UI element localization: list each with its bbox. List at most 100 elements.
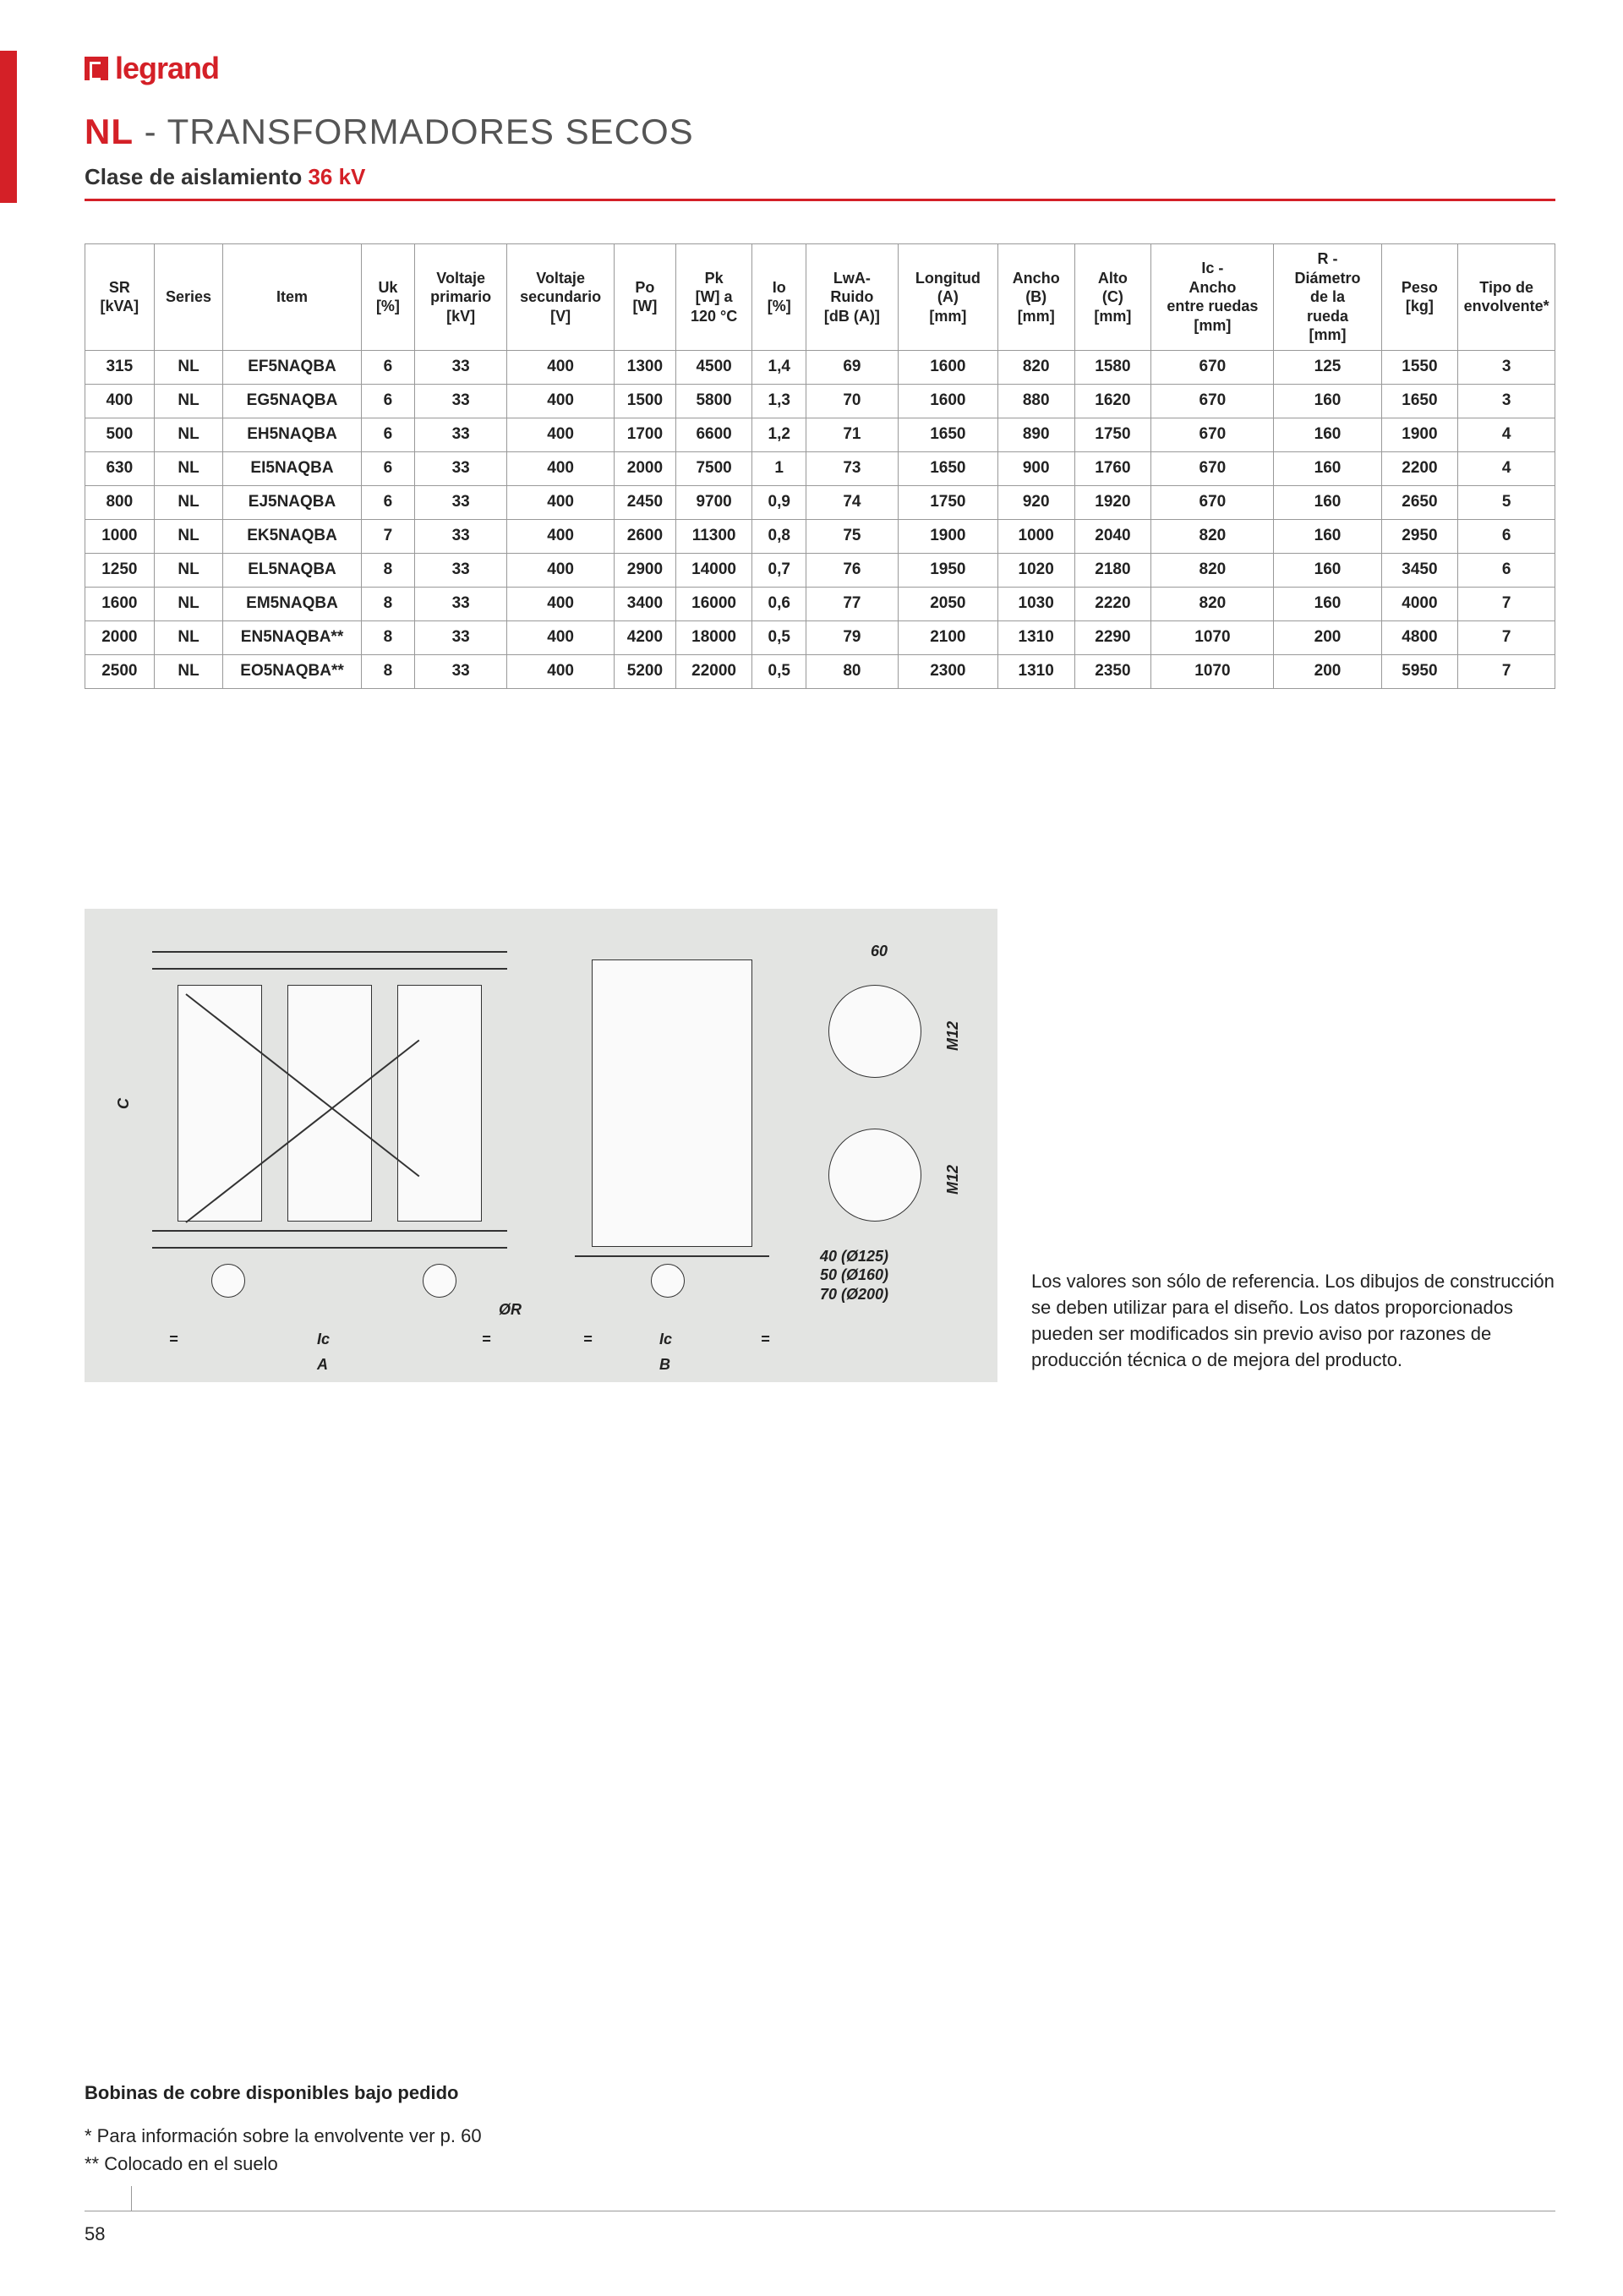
table-cell: 1250 bbox=[85, 553, 155, 587]
table-cell: 2600 bbox=[615, 519, 676, 553]
table-cell: 1,4 bbox=[752, 350, 806, 384]
footer-tick bbox=[131, 2186, 132, 2211]
table-cell: 1950 bbox=[898, 553, 997, 587]
table-cell: 400 bbox=[507, 654, 615, 688]
page-title: NL - TRANSFORMADORES SECOS bbox=[85, 112, 1555, 152]
table-cell: 2220 bbox=[1074, 587, 1151, 620]
diagram-side bbox=[592, 959, 752, 1247]
table-header-cell: Alto(C)[mm] bbox=[1074, 244, 1151, 351]
brand-name: legrand bbox=[115, 51, 219, 86]
disclaimer-text: Los valores son sólo de referencia. Los … bbox=[1031, 1269, 1555, 1373]
table-cell: 4200 bbox=[615, 620, 676, 654]
title-prefix: NL bbox=[85, 112, 134, 151]
table-cell: 890 bbox=[997, 418, 1074, 451]
table-cell: 4 bbox=[1458, 418, 1555, 451]
page: legrand NL - TRANSFORMADORES SECOS Clase… bbox=[0, 0, 1623, 2296]
table-cell: EF5NAQBA bbox=[223, 350, 361, 384]
table-header-cell: Voltajeprimario[kV] bbox=[415, 244, 507, 351]
table-cell: 630 bbox=[85, 451, 155, 485]
dim-b: B bbox=[659, 1356, 670, 1374]
table-cell: 160 bbox=[1274, 418, 1381, 451]
table-cell: 1,3 bbox=[752, 384, 806, 418]
table-cell: 0,6 bbox=[752, 587, 806, 620]
table-cell: 880 bbox=[997, 384, 1074, 418]
table-row: 800NLEJ5NAQBA633400245097000,97417509201… bbox=[85, 485, 1555, 519]
table-cell: 5800 bbox=[675, 384, 752, 418]
table-cell: 1900 bbox=[898, 519, 997, 553]
table-row: 315NLEF5NAQBA633400130045001,46916008201… bbox=[85, 350, 1555, 384]
table-cell: 33 bbox=[415, 620, 507, 654]
table-body: 315NLEF5NAQBA633400130045001,46916008201… bbox=[85, 350, 1555, 688]
table-cell: 9700 bbox=[675, 485, 752, 519]
diagram-coil bbox=[397, 985, 482, 1222]
table-cell: 400 bbox=[507, 519, 615, 553]
table-cell: 6 bbox=[361, 451, 415, 485]
diagram-line bbox=[152, 1230, 507, 1232]
table-cell: 33 bbox=[415, 451, 507, 485]
table-cell: 160 bbox=[1274, 384, 1381, 418]
page-number: 58 bbox=[85, 2223, 105, 2245]
table-cell: 1580 bbox=[1074, 350, 1151, 384]
table-cell: 18000 bbox=[675, 620, 752, 654]
wheel-spec-list: 40 (Ø125) 50 (Ø160) 70 (Ø200) bbox=[820, 1247, 888, 1304]
table-cell: 1600 bbox=[898, 384, 997, 418]
dim-eq-3: = bbox=[583, 1331, 593, 1348]
table-cell: 79 bbox=[806, 620, 898, 654]
table-cell: EG5NAQBA bbox=[223, 384, 361, 418]
table-cell: EO5NAQBA** bbox=[223, 654, 361, 688]
table-cell: 33 bbox=[415, 553, 507, 587]
table-cell: 2050 bbox=[898, 587, 997, 620]
dim-60: 60 bbox=[871, 943, 888, 960]
table-cell: EL5NAQBA bbox=[223, 553, 361, 587]
table-cell: NL bbox=[154, 654, 223, 688]
table-cell: 670 bbox=[1151, 451, 1274, 485]
table-cell: 400 bbox=[507, 485, 615, 519]
table-cell: NL bbox=[154, 418, 223, 451]
dim-eq-1: = bbox=[169, 1331, 178, 1348]
table-cell: 2650 bbox=[1381, 485, 1458, 519]
thread-m12-2: M12 bbox=[944, 1164, 962, 1194]
table-header-cell: Tipo deenvolvente* bbox=[1458, 244, 1555, 351]
footnote-2: ** Colocado en el suelo bbox=[85, 2150, 482, 2178]
table-cell: 3 bbox=[1458, 350, 1555, 384]
table-cell: 7 bbox=[361, 519, 415, 553]
table-cell: 33 bbox=[415, 519, 507, 553]
table-row: 500NLEH5NAQBA633400170066001,27116508901… bbox=[85, 418, 1555, 451]
table-cell: 3 bbox=[1458, 384, 1555, 418]
table-cell: 1900 bbox=[1381, 418, 1458, 451]
table-header-cell: Item bbox=[223, 244, 361, 351]
table-cell: NL bbox=[154, 553, 223, 587]
table-cell: 76 bbox=[806, 553, 898, 587]
table-cell: 77 bbox=[806, 587, 898, 620]
table-cell: 70 bbox=[806, 384, 898, 418]
table-cell: 33 bbox=[415, 384, 507, 418]
dim-c: C bbox=[115, 1098, 133, 1109]
table-cell: 2290 bbox=[1074, 620, 1151, 654]
detail-circle bbox=[828, 985, 921, 1078]
table-cell: 71 bbox=[806, 418, 898, 451]
table-cell: 6 bbox=[361, 418, 415, 451]
wheel-icon bbox=[651, 1264, 685, 1298]
table-cell: 5 bbox=[1458, 485, 1555, 519]
table-cell: NL bbox=[154, 384, 223, 418]
table-cell: 4000 bbox=[1381, 587, 1458, 620]
dim-or: ØR bbox=[499, 1301, 522, 1319]
table-cell: NL bbox=[154, 350, 223, 384]
table-cell: 1760 bbox=[1074, 451, 1151, 485]
table-cell: 400 bbox=[507, 620, 615, 654]
table-cell: 0,8 bbox=[752, 519, 806, 553]
table-cell: 400 bbox=[507, 553, 615, 587]
table-cell: 1070 bbox=[1151, 620, 1274, 654]
wheel-spec: 70 (Ø200) bbox=[820, 1285, 888, 1304]
table-cell: 1,2 bbox=[752, 418, 806, 451]
table-cell: 33 bbox=[415, 485, 507, 519]
table-cell: 920 bbox=[997, 485, 1074, 519]
table-cell: 1650 bbox=[898, 451, 997, 485]
table-cell: 5950 bbox=[1381, 654, 1458, 688]
table-cell: 1500 bbox=[615, 384, 676, 418]
table-cell: EN5NAQBA** bbox=[223, 620, 361, 654]
table-cell: 6 bbox=[361, 384, 415, 418]
table-row: 630NLEI5NAQBA633400200075001731650900176… bbox=[85, 451, 1555, 485]
table-cell: 160 bbox=[1274, 587, 1381, 620]
table-cell: 4500 bbox=[675, 350, 752, 384]
